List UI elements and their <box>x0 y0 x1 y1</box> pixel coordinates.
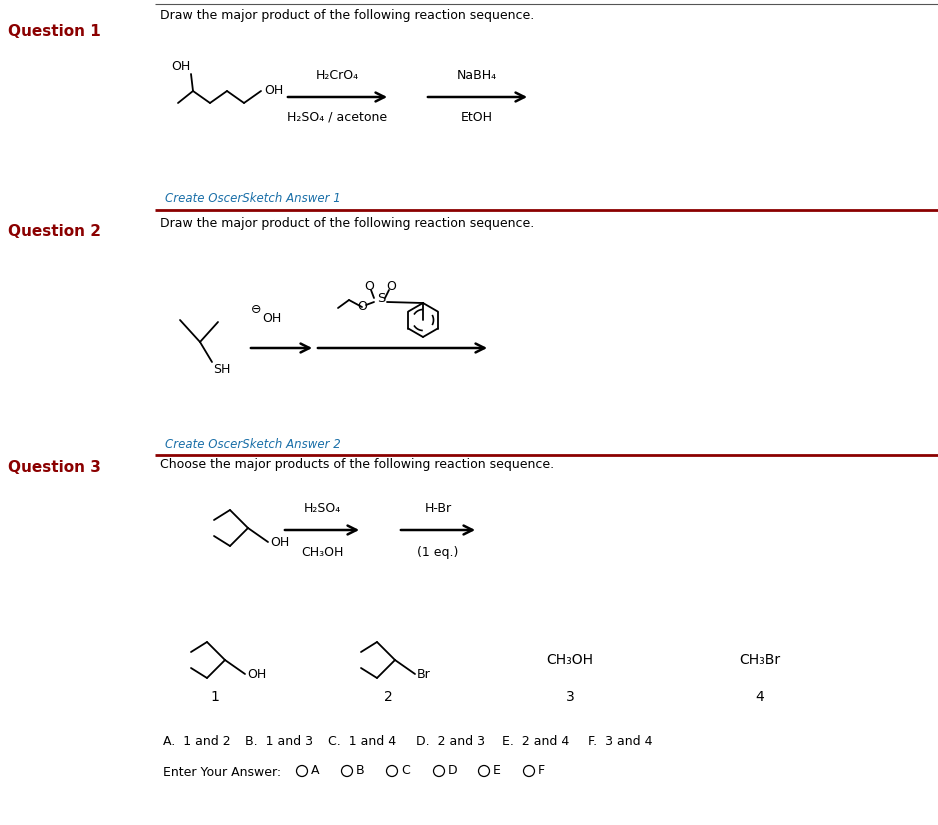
Text: NaBH₄: NaBH₄ <box>457 69 497 82</box>
Text: F.  3 and 4: F. 3 and 4 <box>588 735 653 748</box>
Text: Question 1: Question 1 <box>8 25 100 40</box>
Text: ⊖: ⊖ <box>250 303 262 316</box>
Text: (1 eq.): (1 eq.) <box>417 546 459 559</box>
Text: S: S <box>377 291 386 304</box>
Text: OH: OH <box>262 312 281 325</box>
Text: B.  1 and 3: B. 1 and 3 <box>245 735 313 748</box>
Text: CH₃Br: CH₃Br <box>739 653 780 667</box>
Text: H₂CrO₄: H₂CrO₄ <box>315 69 358 82</box>
Text: H-Br: H-Br <box>424 502 451 515</box>
Text: CH₃OH: CH₃OH <box>301 546 343 559</box>
Text: Draw the major product of the following reaction sequence.: Draw the major product of the following … <box>160 9 535 22</box>
Text: D: D <box>448 765 458 777</box>
Text: Question 2: Question 2 <box>8 224 101 239</box>
Text: O: O <box>386 280 396 293</box>
Text: Enter Your Answer:: Enter Your Answer: <box>163 766 281 779</box>
Text: F: F <box>538 765 545 777</box>
Text: B: B <box>356 765 365 777</box>
Text: OH: OH <box>264 84 283 97</box>
Text: Draw the major product of the following reaction sequence.: Draw the major product of the following … <box>160 217 535 230</box>
Text: 1: 1 <box>210 690 219 704</box>
Text: O: O <box>357 300 367 314</box>
Text: H₂SO₄: H₂SO₄ <box>303 502 340 515</box>
Text: 2: 2 <box>384 690 392 704</box>
Text: Choose the major products of the following reaction sequence.: Choose the major products of the followi… <box>160 458 554 471</box>
Text: CH₃OH: CH₃OH <box>547 653 594 667</box>
Text: Br: Br <box>417 667 431 681</box>
Text: A: A <box>311 765 320 777</box>
Text: C: C <box>401 765 410 777</box>
Text: D.  2 and 3: D. 2 and 3 <box>416 735 485 748</box>
Text: E: E <box>493 765 501 777</box>
Text: Question 3: Question 3 <box>8 460 101 475</box>
Text: E.  2 and 4: E. 2 and 4 <box>502 735 569 748</box>
Text: 4: 4 <box>756 690 764 704</box>
Text: O: O <box>364 280 374 293</box>
Text: Create OscerSketch Answer 1: Create OscerSketch Answer 1 <box>165 192 340 205</box>
Text: C.  1 and 4: C. 1 and 4 <box>328 735 396 748</box>
Text: Create OscerSketch Answer 2: Create OscerSketch Answer 2 <box>165 438 340 451</box>
Text: 3: 3 <box>566 690 574 704</box>
Text: OH: OH <box>247 667 266 681</box>
Text: OH: OH <box>270 535 289 549</box>
Text: EtOH: EtOH <box>461 111 493 124</box>
Text: A.  1 and 2: A. 1 and 2 <box>163 735 231 748</box>
Text: SH: SH <box>213 363 231 376</box>
Text: OH: OH <box>171 60 190 73</box>
Text: H₂SO₄ / acetone: H₂SO₄ / acetone <box>287 111 387 124</box>
